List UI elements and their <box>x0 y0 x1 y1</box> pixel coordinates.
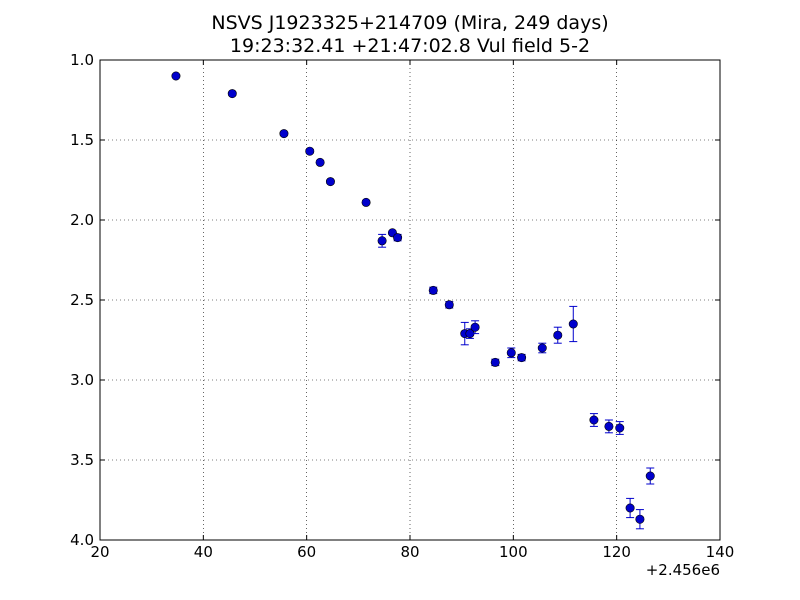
point-marker <box>568 319 578 329</box>
y-tick-label: 2.5 <box>70 291 94 309</box>
point-marker <box>537 343 547 353</box>
x-axis-offset-label: +2.456e6 <box>646 561 720 579</box>
data-point <box>460 321 470 346</box>
data-point <box>393 233 403 243</box>
x-tick-label: 60 <box>297 543 316 561</box>
x-tick-label: 40 <box>194 543 213 561</box>
point-marker <box>361 197 371 207</box>
point-marker <box>470 322 480 332</box>
data-point <box>315 157 325 167</box>
point-marker <box>645 471 655 481</box>
y-tick-label: 1.0 <box>70 51 94 69</box>
data-series <box>171 71 655 530</box>
x-tick-label: 140 <box>706 543 735 561</box>
point-marker <box>279 129 289 139</box>
data-point <box>506 347 516 359</box>
point-marker <box>315 157 325 167</box>
data-point <box>377 233 387 248</box>
data-point <box>615 421 625 435</box>
point-marker <box>506 348 516 358</box>
point-marker <box>377 236 387 246</box>
point-marker <box>490 357 500 367</box>
data-point <box>428 285 438 295</box>
point-marker <box>428 285 438 295</box>
point-marker <box>625 503 635 513</box>
data-point <box>589 413 599 427</box>
y-tick-label: 3.0 <box>70 371 94 389</box>
point-marker <box>393 233 403 243</box>
point-marker <box>517 353 527 363</box>
data-point <box>305 146 315 156</box>
point-marker <box>227 89 237 99</box>
data-point <box>361 197 371 207</box>
y-tick-label: 1.5 <box>70 131 94 149</box>
x-tick-label: 120 <box>602 543 631 561</box>
point-marker <box>604 421 614 431</box>
data-point <box>625 497 635 519</box>
data-point <box>325 177 335 187</box>
data-point <box>279 129 289 139</box>
chart-title-line2: 19:23:32.41 +21:47:02.8 Vul field 5-2 <box>230 35 590 57</box>
point-marker <box>635 514 645 524</box>
data-point <box>171 71 181 81</box>
data-point <box>465 328 475 339</box>
point-marker <box>553 330 563 340</box>
grid-lines <box>100 60 720 540</box>
point-marker <box>444 300 454 310</box>
point-marker <box>305 146 315 156</box>
point-marker <box>325 177 335 187</box>
axis-ticks: 20 40 60 80 100 120 140 1.0 1.5 2.0 2.5 3.0 3.5 4.0 <box>70 51 734 561</box>
chart-title-line1: NSVS J1923325+214709 (Mira, 249 days) <box>211 12 608 34</box>
data-point <box>387 228 397 238</box>
data-point <box>645 467 655 485</box>
point-marker <box>171 71 181 81</box>
data-point <box>227 89 237 99</box>
y-tick-label: 3.5 <box>70 451 94 469</box>
data-point <box>490 357 500 367</box>
data-point <box>604 419 614 434</box>
data-point <box>537 342 547 354</box>
data-point <box>553 326 563 344</box>
data-point <box>568 305 578 343</box>
data-point <box>470 320 480 335</box>
point-marker <box>589 415 599 425</box>
y-tick-label: 2.0 <box>70 211 94 229</box>
x-tick-label: 80 <box>400 543 419 561</box>
y-tick-label: 4.0 <box>70 531 94 549</box>
data-point <box>444 300 454 310</box>
data-point <box>635 509 645 530</box>
x-tick-label: 100 <box>499 543 528 561</box>
point-marker <box>615 423 625 433</box>
data-point <box>517 353 527 363</box>
x-tick-label: 20 <box>90 543 109 561</box>
